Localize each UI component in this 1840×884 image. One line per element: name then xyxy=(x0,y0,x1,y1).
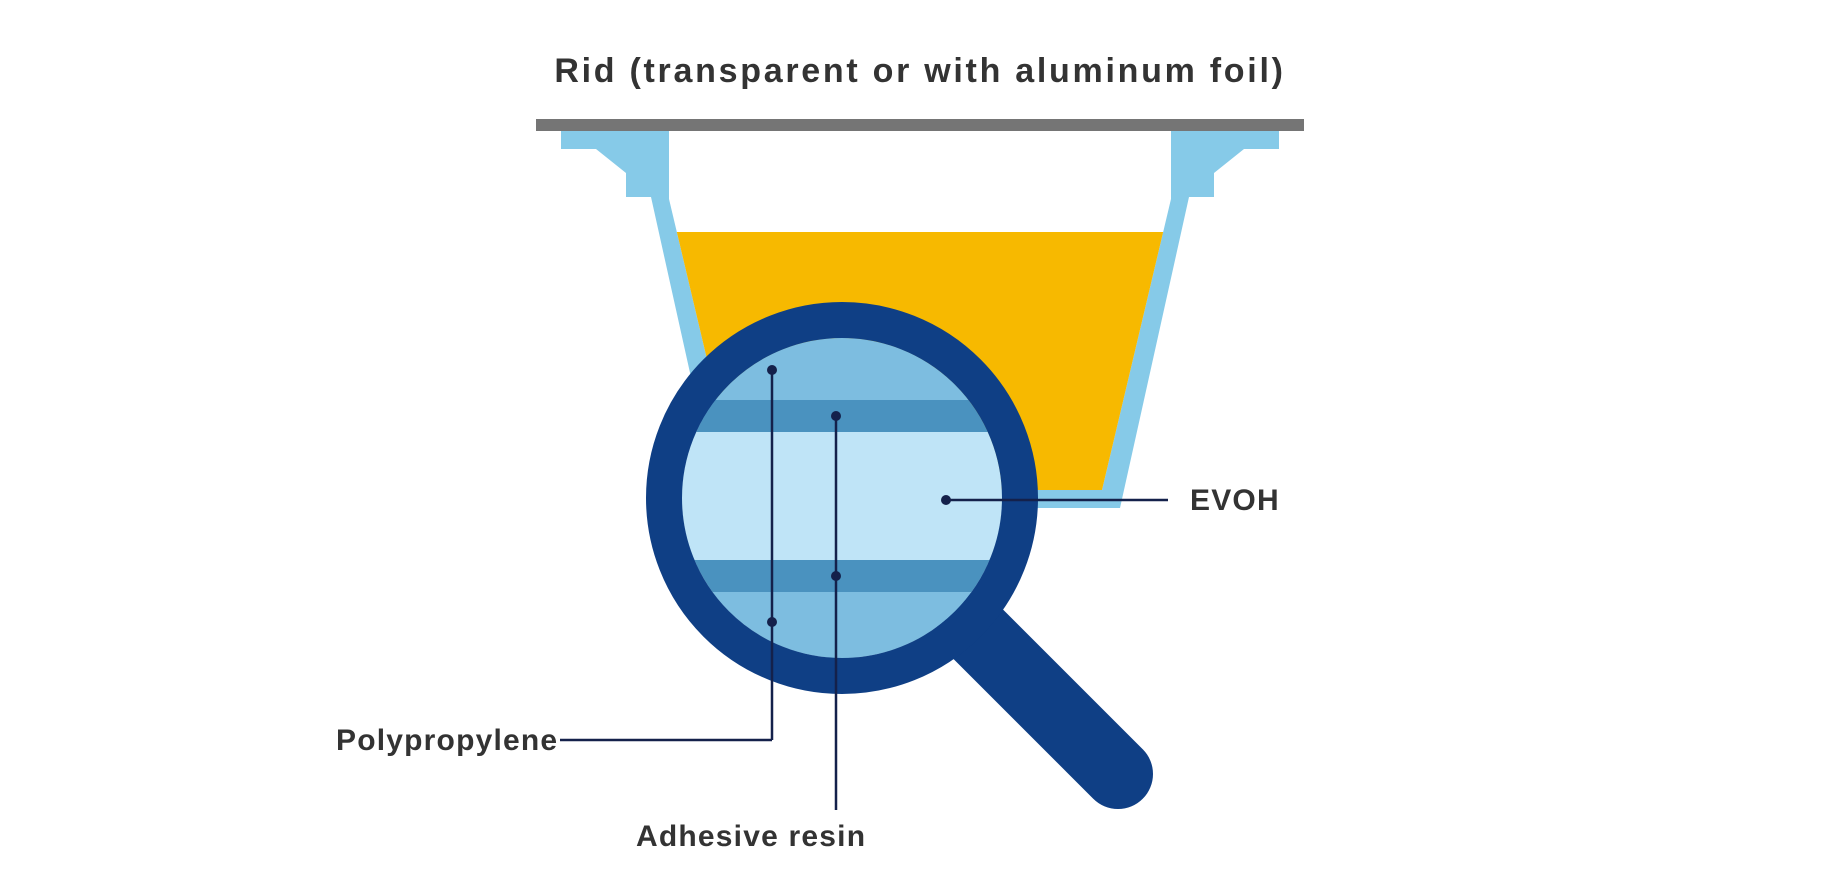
label-polypropylene: Polypropylene xyxy=(336,724,558,757)
magnifier-handle xyxy=(972,628,1118,774)
lens-layer-evoh xyxy=(678,432,1006,560)
lens-layer-adh_top xyxy=(678,400,1006,432)
diagram-title: Rid (transparent or with aluminum foil) xyxy=(554,52,1285,90)
label-evoh: EVOH xyxy=(1190,484,1280,517)
lid-bar xyxy=(536,119,1304,131)
label-adhesive-resin: Adhesive resin xyxy=(636,820,866,853)
lens-layer-adh_bot xyxy=(678,560,1006,592)
